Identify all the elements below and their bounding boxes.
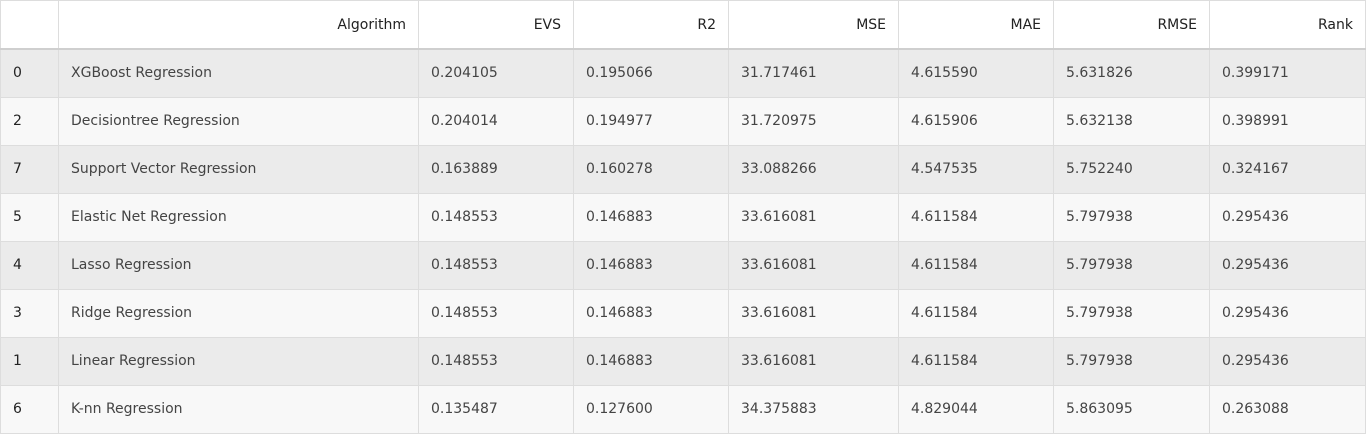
cell-r2: 0.195066: [573, 48, 729, 98]
cell-algorithm: Linear Regression: [58, 336, 419, 386]
cell-algorithm: Elastic Net Regression: [58, 192, 419, 242]
cell-rmse: 5.863095: [1053, 384, 1210, 434]
cell-algorithm: XGBoost Regression: [58, 48, 419, 98]
cell-evs: 0.148553: [418, 192, 574, 242]
cell-r2: 0.146883: [573, 288, 729, 338]
cell-rmse: 5.797938: [1053, 192, 1210, 242]
cell-rmse: 5.797938: [1053, 288, 1210, 338]
row-index: 0: [0, 48, 59, 98]
cell-algorithm: K-nn Regression: [58, 384, 419, 434]
row-index: 7: [0, 144, 59, 194]
cell-rmse: 5.632138: [1053, 96, 1210, 146]
table-row: 0 XGBoost Regression 0.204105 0.195066 3…: [0, 48, 1366, 98]
cell-evs: 0.135487: [418, 384, 574, 434]
cell-mae: 4.611584: [898, 288, 1054, 338]
cell-mse: 31.717461: [728, 48, 899, 98]
cell-mae: 4.611584: [898, 336, 1054, 386]
cell-mse: 31.720975: [728, 96, 899, 146]
results-table: Algorithm EVS R2 MSE MAE RMSE Rank 0 XGB…: [0, 0, 1366, 434]
column-header-mae: MAE: [898, 0, 1054, 50]
cell-evs: 0.204105: [418, 48, 574, 98]
cell-rank: 0.295436: [1209, 192, 1366, 242]
column-header-r2: R2: [573, 0, 729, 50]
table-row: 2 Decisiontree Regression 0.204014 0.194…: [0, 96, 1366, 146]
table-row: 4 Lasso Regression 0.148553 0.146883 33.…: [0, 240, 1366, 290]
row-index: 1: [0, 336, 59, 386]
row-index: 6: [0, 384, 59, 434]
cell-algorithm: Decisiontree Regression: [58, 96, 419, 146]
cell-mae: 4.615590: [898, 48, 1054, 98]
cell-evs: 0.163889: [418, 144, 574, 194]
column-header-mse: MSE: [728, 0, 899, 50]
cell-evs: 0.148553: [418, 288, 574, 338]
table-body: 0 XGBoost Regression 0.204105 0.195066 3…: [0, 48, 1366, 434]
cell-mse: 33.616081: [728, 288, 899, 338]
table-row: 5 Elastic Net Regression 0.148553 0.1468…: [0, 192, 1366, 242]
table-row: 7 Support Vector Regression 0.163889 0.1…: [0, 144, 1366, 194]
cell-mse: 33.088266: [728, 144, 899, 194]
row-index: 2: [0, 96, 59, 146]
index-header: [0, 0, 59, 50]
cell-rmse: 5.797938: [1053, 336, 1210, 386]
cell-evs: 0.204014: [418, 96, 574, 146]
cell-mae: 4.615906: [898, 96, 1054, 146]
cell-r2: 0.194977: [573, 96, 729, 146]
row-index: 4: [0, 240, 59, 290]
cell-r2: 0.160278: [573, 144, 729, 194]
table-row: 6 K-nn Regression 0.135487 0.127600 34.3…: [0, 384, 1366, 434]
row-index: 3: [0, 288, 59, 338]
table-header: Algorithm EVS R2 MSE MAE RMSE Rank: [0, 0, 1366, 50]
cell-rank: 0.295436: [1209, 240, 1366, 290]
cell-mae: 4.829044: [898, 384, 1054, 434]
cell-r2: 0.127600: [573, 384, 729, 434]
cell-algorithm: Support Vector Regression: [58, 144, 419, 194]
cell-r2: 0.146883: [573, 240, 729, 290]
column-header-rmse: RMSE: [1053, 0, 1210, 50]
cell-mse: 33.616081: [728, 192, 899, 242]
column-header-algorithm: Algorithm: [58, 0, 419, 50]
cell-algorithm: Ridge Regression: [58, 288, 419, 338]
cell-rmse: 5.752240: [1053, 144, 1210, 194]
cell-evs: 0.148553: [418, 240, 574, 290]
cell-mse: 34.375883: [728, 384, 899, 434]
table-row: 1 Linear Regression 0.148553 0.146883 33…: [0, 336, 1366, 386]
cell-rank: 0.399171: [1209, 48, 1366, 98]
cell-mae: 4.547535: [898, 144, 1054, 194]
header-row: Algorithm EVS R2 MSE MAE RMSE Rank: [0, 0, 1366, 50]
cell-evs: 0.148553: [418, 336, 574, 386]
cell-mae: 4.611584: [898, 240, 1054, 290]
cell-r2: 0.146883: [573, 336, 729, 386]
cell-r2: 0.146883: [573, 192, 729, 242]
cell-rank: 0.398991: [1209, 96, 1366, 146]
row-index: 5: [0, 192, 59, 242]
cell-rank: 0.295436: [1209, 288, 1366, 338]
cell-rmse: 5.797938: [1053, 240, 1210, 290]
cell-rmse: 5.631826: [1053, 48, 1210, 98]
cell-mse: 33.616081: [728, 240, 899, 290]
column-header-rank: Rank: [1209, 0, 1366, 50]
cell-rank: 0.324167: [1209, 144, 1366, 194]
cell-rank: 0.263088: [1209, 384, 1366, 434]
cell-rank: 0.295436: [1209, 336, 1366, 386]
table-row: 3 Ridge Regression 0.148553 0.146883 33.…: [0, 288, 1366, 338]
cell-algorithm: Lasso Regression: [58, 240, 419, 290]
column-header-evs: EVS: [418, 0, 574, 50]
cell-mae: 4.611584: [898, 192, 1054, 242]
cell-mse: 33.616081: [728, 336, 899, 386]
